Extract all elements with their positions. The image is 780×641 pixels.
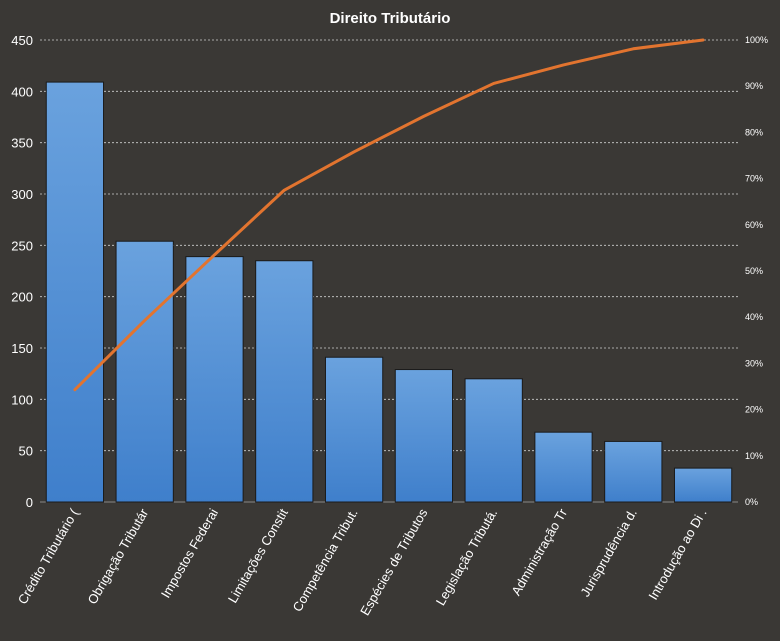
- y-tick-label: 300: [11, 187, 33, 202]
- cumulative-line: [73, 38, 705, 392]
- bar: [45, 81, 105, 503]
- y-tick-label: 450: [11, 33, 33, 48]
- y-tick-label: 200: [11, 290, 33, 305]
- y-tick-label: 100: [11, 392, 33, 407]
- y2-tick-label: 80%: [745, 127, 763, 137]
- x-axis-ticks: Crédito Tributário (Obrigação Tributár Im…: [15, 505, 710, 618]
- y-axis-ticks: 0 50 100 150 200 250 300 350 400 450: [11, 33, 33, 510]
- y-tick-label: 400: [11, 84, 33, 99]
- bar: [324, 356, 384, 503]
- y-tick-label: 250: [11, 238, 33, 253]
- y2-tick-label: 70%: [745, 174, 763, 184]
- x-tick-label: Competência Tribut.: [290, 506, 361, 614]
- bar: [464, 378, 523, 503]
- secondary-axis-ticks: 0% 10% 20% 30% 40% 50% 60% 70% 80% 90% 100%: [745, 35, 768, 507]
- bar: [115, 240, 174, 503]
- bar: [185, 256, 244, 503]
- x-tick-label: Limitações Constit: [225, 506, 291, 606]
- bar: [255, 260, 314, 503]
- x-tick-label: Obrigação Tributár: [84, 505, 151, 606]
- x-tick-label: Administração Tr: [508, 505, 570, 598]
- y2-tick-label: 20%: [745, 405, 763, 415]
- x-tick-label: Legislação Tributá.: [433, 506, 501, 608]
- x-tick-label: Crédito Tributário (: [15, 505, 82, 606]
- bar: [394, 369, 454, 503]
- x-tick-label: Introdução ao Di .: [645, 506, 709, 602]
- y-tick-label: 0: [26, 495, 33, 510]
- y2-tick-label: 10%: [745, 451, 763, 461]
- x-tick-label: Jurisprudência d.: [577, 506, 639, 599]
- y2-tick-label: 100%: [745, 35, 768, 45]
- bar-series: [45, 81, 733, 503]
- y2-tick-label: 50%: [745, 266, 763, 276]
- y2-tick-label: 40%: [745, 312, 763, 322]
- y2-tick-label: 60%: [745, 220, 763, 230]
- x-tick-label: Impostos Federai: [158, 506, 221, 601]
- chart-title: Direito Tributário: [330, 10, 451, 27]
- y2-tick-label: 30%: [745, 358, 763, 368]
- y-tick-label: 150: [11, 341, 33, 356]
- y2-tick-label: 90%: [745, 81, 763, 91]
- y2-tick-label: 0%: [745, 497, 758, 507]
- y-tick-label: 350: [11, 136, 33, 151]
- bar: [534, 431, 593, 503]
- y-tick-label: 50: [19, 444, 33, 459]
- cumulative-line-series: [73, 38, 705, 392]
- bar: [604, 440, 663, 503]
- x-tick-label: Espécies de Tributos: [357, 506, 431, 618]
- bar: [673, 467, 733, 503]
